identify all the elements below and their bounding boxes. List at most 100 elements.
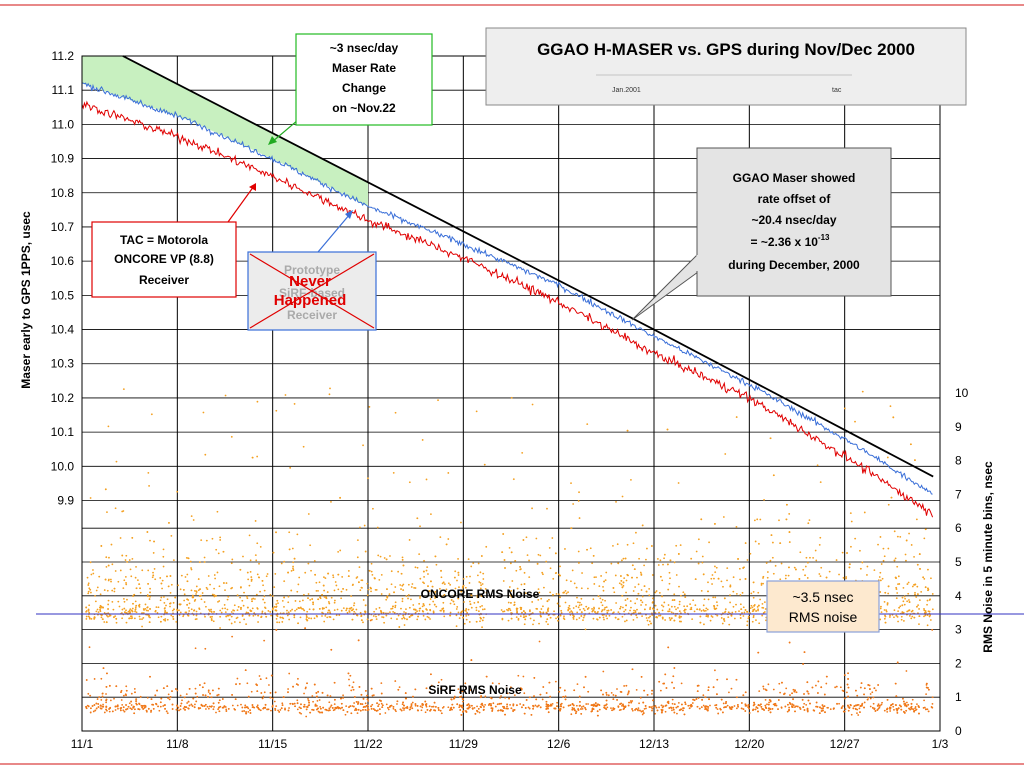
sirf-noise-point [476,705,478,708]
sirf-noise-point [334,698,336,701]
sirf-noise-point [406,706,408,709]
sirf-noise-point [691,705,693,707]
oncore-noise-point [600,610,603,613]
oncore-noise-point [292,567,294,570]
oncore-noise-point [461,586,464,589]
oncore-noise-point [310,617,313,620]
oncore-noise-point [166,598,169,601]
oncore-noise-point [129,611,131,613]
oncore-noise-point [629,600,632,602]
oncore-noise-point [394,604,397,607]
sirf-noise-point [337,706,339,709]
sirf-noise-point [559,709,561,712]
oncore-noise-point [622,584,625,587]
oncore-noise-point [565,579,568,582]
oncore-noise-point [583,609,586,612]
sirf-noise-point [651,707,654,710]
sirf-noise-point [287,688,289,690]
oncore-noise-point [732,590,735,593]
oncore-noise-point [552,577,555,580]
oncore-noise-point [440,569,442,572]
oncore-noise-point [397,570,400,573]
sirf-callout: Prototype SiRF-based Receiver Never Happ… [247,210,377,331]
sirf-noise-point [121,704,124,706]
sirf-noise-point [316,699,319,702]
oncore-noise-point [454,570,457,573]
oncore-noise-point [668,571,671,574]
oncore-noise-point [411,583,414,585]
oncore-noise-point [580,615,583,617]
oncore-noise-point [329,611,331,614]
oncore-noise-point [648,587,651,590]
oncore-noise-point [651,607,654,610]
sirf-noise-point [460,705,463,707]
sirf-noise-point [693,699,696,702]
oncore-noise-point [597,595,600,598]
oncore-noise-point [509,594,512,597]
oncore-noise-point [226,598,229,601]
sirf-noise-point [449,709,451,712]
oncore-noise-point [134,608,137,610]
oncore-noise-point [701,561,704,564]
oncore-noise-point [252,614,255,617]
sirf-noise-point [700,706,703,709]
sirf-noise-point [281,704,284,707]
oncore-noise-point [413,608,415,611]
oncore-noise-point [656,558,659,560]
oncore-noise-point [895,597,898,600]
sirf-noise-point [848,706,851,709]
oncore-noise-point [111,563,114,566]
sirf-noise-point [120,691,122,694]
oncore-noise-point [321,615,323,617]
oncore-noise-point [604,606,607,609]
oncore-noise-point [408,616,411,618]
oncore-noise-point [336,608,339,611]
oncore-noise-point [513,603,516,606]
oncore-noise-point [927,589,929,592]
sirf-noise-point [605,693,608,696]
sirf-noise-point [227,707,230,710]
oncore-noise-point [126,598,128,601]
oncore-noise-point [263,589,266,592]
oncore-noise-point [219,615,222,618]
sirf-noise-point [676,705,679,708]
sirf-noise-point [512,709,515,711]
sirf-noise-point [824,711,826,714]
sirf-noise-point [317,690,320,693]
oncore-noise-point [135,587,138,590]
oncore-noise-point [618,582,621,585]
oncore-noise-point [818,543,821,546]
sirf-noise-point [339,707,342,710]
sirf-noise-point [781,681,783,684]
sirf-noise-point [231,704,234,707]
oncore-noise-point [735,416,738,418]
oncore-noise-point [230,562,233,565]
sirf-noise-point [331,707,334,709]
oncore-noise-point [100,616,103,619]
oncore-noise-point [287,601,290,604]
oncore-noise-point [885,610,888,613]
oncore-noise-point [157,616,160,619]
oncore-noise-point [324,614,327,617]
oncore-noise-point [345,609,348,612]
sirf-noise-point [295,683,298,685]
sirf-noise-point [558,690,561,693]
sirf-noise-point [147,707,150,710]
oncore-noise-point [109,614,112,617]
oncore-noise-point [895,614,898,617]
oncore-noise-point [591,609,594,612]
sirf-noise-point [545,692,548,694]
oncore-noise-point [673,605,676,608]
sirf-noise-point [330,648,333,651]
sirf-noise-point [667,646,670,649]
oncore-noise-point [743,611,746,614]
oncore-noise-point [87,610,90,612]
oncore-noise-point [87,592,90,595]
oncore-noise-point [457,574,460,576]
oncore-noise-point [380,573,383,576]
oncore-noise-point [512,478,515,481]
sirf-noise-point [651,689,654,692]
oncore-noise-point [613,591,616,594]
sirf-noise-point [305,708,308,711]
rate-change-line-4: on ~Nov.22 [332,101,396,115]
